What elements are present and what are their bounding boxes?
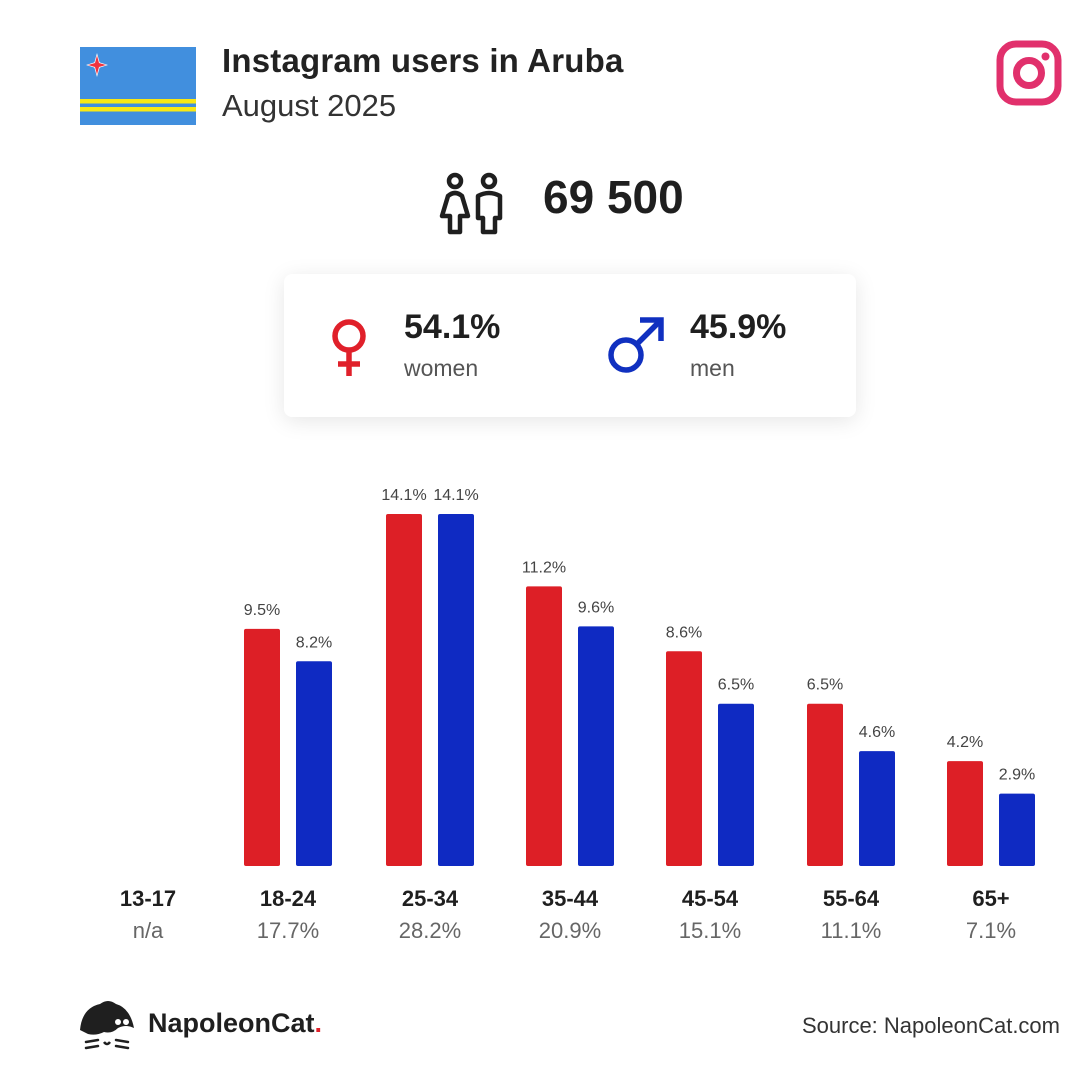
data-label-men-35-44: 9.6% (578, 599, 614, 616)
data-label-men-55-64: 4.6% (859, 724, 895, 741)
data-label-women-25-34: 14.1% (381, 487, 426, 504)
category-label-45-54: 45-54 (682, 886, 739, 911)
page-title: Instagram users in Aruba (222, 42, 624, 79)
men-percentage: 45.9% (690, 308, 787, 346)
data-label-men-18-24: 8.2% (296, 634, 332, 651)
men-label: men (690, 355, 735, 381)
bar-women-45-54 (666, 651, 702, 866)
napoleoncat-logo-icon (80, 1001, 134, 1050)
women-label: women (404, 355, 479, 381)
category-label-35-44: 35-44 (542, 886, 599, 911)
age-gender-bar-chart: 13-17 n/a 9.5% 8.2% 18-24 17.7% 14.1% 14.1% 25-3… (120, 487, 1035, 943)
bar-women-18-24 (244, 628, 280, 866)
category-label-65+: 65+ (972, 886, 1009, 911)
data-label-women-45-54: 8.6% (666, 624, 702, 641)
data-label-men-45-54: 6.5% (718, 677, 754, 694)
data-label-women-65+: 4.2% (947, 734, 983, 751)
instagram-icon (996, 40, 1062, 106)
category-total-18-24: 17.7% (257, 918, 319, 943)
category-label-25-34: 25-34 (402, 886, 459, 911)
brand-name: NapoleonCat. (148, 1008, 323, 1038)
bar-women-25-34 (386, 514, 422, 866)
gender-split-card: 54.1% women 45.9% men (284, 274, 856, 417)
source-text: Source: NapoleonCat.com (801, 1013, 1060, 1038)
bar-men-35-44 (578, 626, 614, 866)
bar-men-55-64 (859, 751, 895, 866)
women-percentage: 54.1% (404, 308, 501, 346)
category-label-18-24: 18-24 (260, 886, 317, 911)
aruba-flag-icon (80, 47, 196, 125)
bar-women-55-64 (807, 703, 843, 866)
data-label-women-35-44: 11.2% (522, 559, 566, 576)
data-label-men-25-34: 14.1% (433, 487, 478, 504)
bar-women-65+ (947, 761, 983, 866)
bar-men-65+ (999, 793, 1035, 866)
category-total-35-44: 20.9% (539, 918, 601, 943)
category-total-65+: 7.1% (966, 918, 1016, 943)
category-total-55-64: 11.1% (821, 918, 882, 943)
bar-men-45-54 (718, 703, 754, 866)
male-icon (608, 317, 664, 373)
people-icon (439, 172, 503, 235)
data-label-women-55-64: 6.5% (807, 677, 843, 694)
category-total-13-17: n/a (133, 918, 164, 943)
female-icon (332, 319, 366, 376)
bar-women-35-44 (526, 586, 562, 866)
category-label-13-17: 13-17 (120, 886, 176, 911)
total-users-value: 69 500 (543, 171, 684, 223)
category-total-25-34: 28.2% (399, 918, 461, 943)
category-total-45-54: 15.1% (679, 918, 741, 943)
data-label-men-65+: 2.9% (999, 767, 1035, 784)
data-label-women-18-24: 9.5% (244, 602, 280, 619)
bar-men-25-34 (438, 514, 474, 866)
category-label-55-64: 55-64 (823, 886, 880, 911)
page-subtitle: August 2025 (222, 88, 397, 123)
bar-men-18-24 (296, 661, 332, 866)
